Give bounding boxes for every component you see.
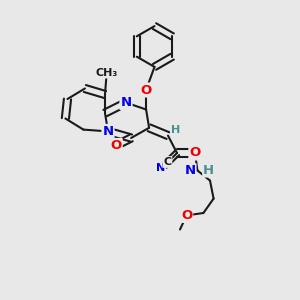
Text: N: N	[156, 163, 165, 173]
Text: CH₃: CH₃	[95, 68, 118, 78]
Text: O: O	[189, 146, 201, 160]
Text: N: N	[185, 164, 196, 177]
Text: O: O	[181, 209, 192, 222]
Text: O: O	[140, 83, 152, 97]
Text: H: H	[203, 164, 214, 177]
Text: N: N	[102, 125, 114, 138]
Text: O: O	[110, 139, 122, 152]
Text: H: H	[171, 125, 180, 135]
Text: N: N	[120, 96, 132, 109]
Text: C: C	[163, 157, 172, 167]
